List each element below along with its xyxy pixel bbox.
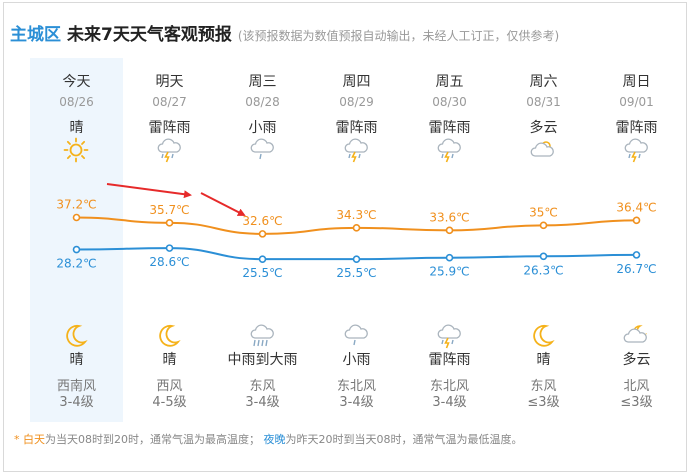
day-name: 周日 xyxy=(622,74,651,90)
thunderstorm-icon xyxy=(156,137,182,163)
light-rain-icon xyxy=(343,323,369,349)
day-column[interactable]: 周四 08/29 雷阵雨小雨东北风 3-4级 xyxy=(310,58,403,422)
day-column[interactable]: 明天 08/27 雷阵雨晴西风 4-5级 xyxy=(123,58,216,422)
moon-icon xyxy=(63,323,89,349)
day-weather: 雷阵雨 xyxy=(428,120,471,136)
day-date: 09/01 xyxy=(619,95,654,109)
day-column[interactable]: 周日 09/01 雷阵雨多云北风 ≤3级 xyxy=(590,58,683,422)
night-weather: 多云 xyxy=(622,352,651,368)
day-date: 08/31 xyxy=(526,95,561,109)
day-column[interactable]: 周三 08/28 小雨中雨到大雨东风 3-4级 xyxy=(216,58,309,422)
partly-cloudy-icon xyxy=(530,137,556,163)
day-weather: 雷阵雨 xyxy=(335,120,378,136)
day-weather: 雷阵雨 xyxy=(615,120,658,136)
wind-direction: 西风 xyxy=(156,379,183,394)
wind-direction: 北风 xyxy=(623,379,650,394)
forecast-header: 主城区 未来7天天气客观预报 (该预报数据为数值预报自动输出，未经人工订正，仅供… xyxy=(10,20,559,46)
wind-direction: 东风 xyxy=(530,379,557,394)
night-weather: 晴 xyxy=(69,352,84,368)
night-weather: 晴 xyxy=(162,352,177,368)
forecast-title: 未来7天天气客观预报 xyxy=(67,25,232,45)
day-column[interactable]: 周五 08/30 雷阵雨 雷阵雨 东北风 3-4级 xyxy=(403,58,496,422)
day-weather: 小雨 xyxy=(248,120,277,136)
night-weather: 晴 xyxy=(536,352,551,368)
day-name: 今天 xyxy=(62,74,91,90)
footer-star: * xyxy=(14,433,20,446)
night-weather: 雷阵雨 xyxy=(428,352,471,368)
today-highlight xyxy=(30,58,123,422)
day-name: 周六 xyxy=(529,74,558,90)
day-weather: 晴 xyxy=(69,120,84,136)
day-date: 08/29 xyxy=(339,95,374,109)
wind-level: 4-5级 xyxy=(152,395,187,410)
day-column[interactable]: 周六 08/31 多云晴东风 ≤3级 xyxy=(497,58,590,422)
thunderstorm-icon xyxy=(436,137,462,163)
day-date: 08/26 xyxy=(59,95,94,109)
city-name[interactable]: 主城区 xyxy=(10,25,61,45)
wind-direction: 东北风 xyxy=(336,379,376,394)
sun-icon xyxy=(63,137,89,163)
day-date: 08/30 xyxy=(432,95,467,109)
wind-direction: 东风 xyxy=(249,379,276,394)
day-weather: 雷阵雨 xyxy=(148,120,191,136)
forecast-note: (该预报数据为数值预报自动输出，未经人工订正，仅供参考) xyxy=(237,29,560,43)
day-weather: 多云 xyxy=(529,120,558,136)
heavy-rain-icon xyxy=(249,323,275,349)
night-weather: 中雨到大雨 xyxy=(227,352,298,368)
day-date: 08/28 xyxy=(245,95,280,109)
wind-direction: 东北风 xyxy=(429,379,469,394)
day-name: 周四 xyxy=(342,74,371,90)
day-date: 08/27 xyxy=(152,95,187,109)
day-name: 明天 xyxy=(155,74,184,90)
forecast-panel xyxy=(3,2,687,472)
wind-level: 3-4级 xyxy=(59,395,94,410)
light-rain-icon xyxy=(249,137,275,163)
footer-note: * 白天为当天08时到20时，通常气温为最高温度； 夜晚为昨天20时到当天08时… xyxy=(14,431,523,447)
moon-icon xyxy=(156,323,182,349)
day-name: 周五 xyxy=(435,74,464,90)
wind-level: ≤3级 xyxy=(620,395,653,410)
night-weather: 小雨 xyxy=(342,352,371,368)
footer-day-label: 白天 xyxy=(23,433,45,446)
footer-night-text: 为昨天20时到当天08时，通常气温为最低温度。 xyxy=(285,433,523,446)
day-column[interactable]: 今天 08/26 晴晴西南风 3-4级 xyxy=(30,58,123,422)
footer-night-label: 夜晚 xyxy=(263,433,286,446)
thunderstorm-icon xyxy=(343,137,369,163)
wind-direction: 西南风 xyxy=(56,379,96,394)
wind-level: ≤3级 xyxy=(527,395,560,410)
thunderstorm-icon xyxy=(623,137,649,163)
partly-cloudy-night-icon xyxy=(623,323,649,349)
day-name: 周三 xyxy=(248,74,277,90)
thunderstorm-icon xyxy=(436,323,462,349)
footer-day-text: 为当天08时到20时，通常气温为最高温度； xyxy=(45,433,260,446)
moon-icon xyxy=(530,323,556,349)
wind-level: 3-4级 xyxy=(339,395,374,410)
wind-level: 3-4级 xyxy=(245,395,280,410)
wind-level: 3-4级 xyxy=(432,395,467,410)
